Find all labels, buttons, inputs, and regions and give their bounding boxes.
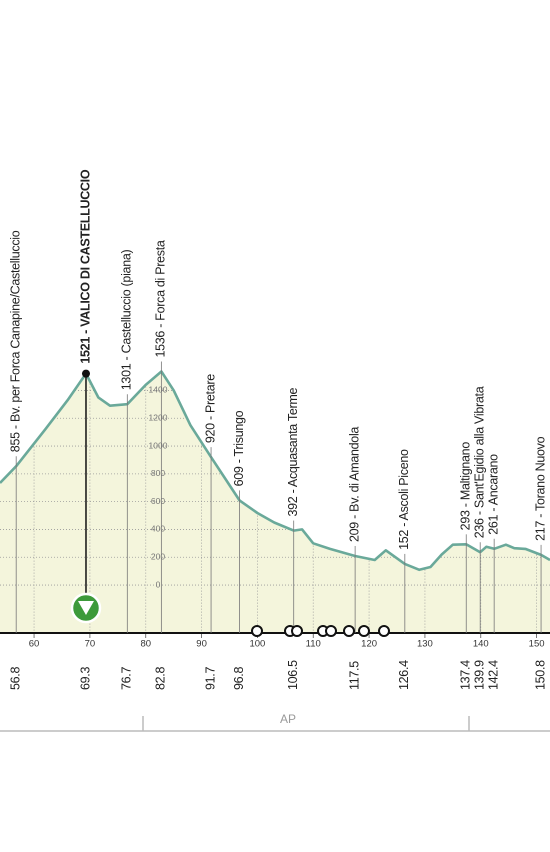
km-label: 150.8 (533, 660, 547, 690)
y-tick-label: 0 (156, 579, 161, 589)
route-icons (251, 625, 390, 637)
y-tick-label: 600 (151, 496, 165, 506)
climb-marker-icon (77, 601, 94, 615)
km-label: 56.8 (8, 667, 22, 690)
point-label: 920 - Pretare (203, 374, 217, 443)
x-tick-label: 110 (306, 639, 321, 650)
km-label: 69.3 (78, 667, 92, 690)
km-label: 117.5 (347, 661, 361, 690)
km-label: 106.5 (286, 660, 300, 690)
x-tick-label: 90 (196, 639, 207, 650)
point-label: 152 - Ascoli Piceno (397, 449, 411, 550)
y-tick-label: 1000 (149, 440, 168, 450)
km-label: 91.7 (203, 667, 217, 690)
x-tick-label: 140 (473, 639, 489, 650)
point-label: 855 - Bv. per Forca Canapine/Castellucci… (8, 230, 22, 452)
km-label: 126.4 (397, 660, 411, 690)
summit-dot (81, 369, 90, 378)
y-tick-label: 800 (151, 468, 165, 478)
point-label: 261 - Ancarano (486, 454, 500, 535)
x-tick-label: 70 (85, 639, 96, 650)
point-label: 293 - Maltignano (459, 442, 473, 531)
point-label: 1301 - Castelluccio (piana) (120, 249, 134, 390)
km-label: 139.9 (472, 660, 486, 690)
x-tick-label: 150 (529, 639, 545, 650)
province-label: AP (280, 712, 296, 726)
profile-line (0, 370, 550, 572)
y-tick-label: 1400 (149, 385, 168, 395)
km-label: 137.4 (459, 660, 473, 690)
km-label: 96.8 (232, 667, 246, 690)
point-label: 392 - Acquasanta Terme (286, 388, 300, 517)
point-label: 1536 - Forca di Presta (154, 240, 168, 357)
km-label: 82.8 (154, 667, 168, 690)
y-tick-label: 1200 (149, 412, 168, 422)
point-label: 236 - Sant'Egidio alla Vibrata (472, 386, 486, 538)
x-tick-label: 100 (249, 639, 265, 650)
y-tick-label: 200 (151, 551, 165, 561)
x-tick-label: 60 (29, 639, 40, 650)
x-tick-label: 80 (140, 639, 151, 650)
y-tick-label: 400 (151, 524, 165, 534)
km-label: 142.4 (486, 660, 500, 690)
point-label: 209 - Bv. di Amandola (347, 427, 361, 542)
x-tick-label: 120 (361, 639, 377, 650)
point-label: 1521 - VALICO DI CASTELLUCCIO (78, 169, 92, 363)
km-label: 76.7 (120, 667, 134, 690)
x-tick-label: 130 (417, 639, 433, 650)
point-label: 217 - Torano Nuovo (533, 436, 547, 541)
point-label: 609 - Trisungo (232, 410, 246, 486)
